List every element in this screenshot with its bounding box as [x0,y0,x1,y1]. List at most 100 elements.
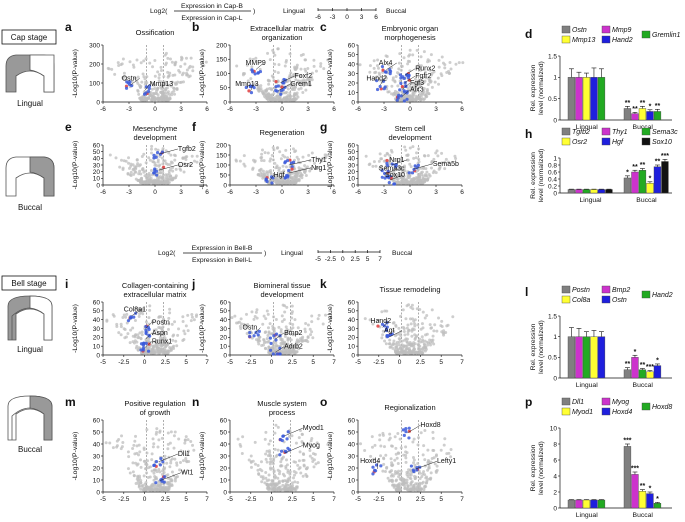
y-tick: 200 [216,142,227,149]
volcano-panel-o: o Regionalization -Log10(P-value) 0 10 20 30 40… [320,395,464,503]
bar [567,189,576,194]
gene-label: Bmp2 [284,330,302,337]
header-top-left: Lingual [283,8,305,15]
x-tick: 0 [280,106,284,113]
gene-label: Alx3 [410,87,424,94]
bar [631,171,639,194]
y-axis-label: Rel. expressionlevel (normalized) [530,320,545,374]
bar [631,474,639,509]
y-tick: 50 [220,308,228,315]
y-tick: 200 [216,42,227,49]
y-axis-label: -Log10(P-value) [327,49,334,98]
panel-title: morphogenesis [384,33,436,42]
y-tick: 60 [93,142,101,149]
bar [653,365,662,379]
x-tick: 2.5 [288,496,297,503]
significance-star: ** [640,483,646,490]
legend-label: Gremlin1 [652,32,681,39]
bell-lingual-label: Lingual [17,345,43,354]
bar [631,357,639,379]
y-tick: 100 [216,71,227,78]
y-tick: 10 [220,477,228,484]
significance-star: *** [646,364,654,371]
legend-label: Hoxd8 [652,404,672,411]
significance-star: * [656,357,659,364]
legend-swatch [561,137,571,146]
y-tick: 10 [348,477,356,484]
x-tick: 3 [434,189,438,196]
x-tick: -3 [126,189,132,196]
bar [623,369,632,379]
y-tick: 8 [553,441,557,448]
x-tick: 7 [332,359,336,366]
scatter-background [235,47,330,102]
x-tick: 7 [460,359,464,366]
x-tick: -6 [355,189,361,196]
header-bell: Log2( Expression in Bell-B Expression in… [158,245,413,264]
x-tick: 3 [434,106,438,113]
legend-swatch [561,295,571,304]
x-tick: 0 [408,106,412,113]
y-tick: 60 [348,42,356,49]
y-tick: 1 [553,75,557,82]
volcano-panel-a: a Ossification -Log10(P-value) 0 100 200 300 -6… [65,20,209,113]
group-label: Lingual [576,124,598,131]
tooth-bell-buccal-icon [7,395,53,441]
gene-label: Osr2 [178,162,193,169]
group-label: Lingual [576,382,598,389]
panel-title: Embryonic organ [382,24,439,33]
y-tick: 50 [93,429,101,436]
panel-title: Mesenchyme [133,124,178,133]
bar [590,336,598,379]
y-tick: 30 [220,326,228,333]
y-tick: 0.6 [548,169,557,176]
gene-label: Sox10 [385,172,405,179]
y-tick: 20 [220,335,228,342]
y-tick: 30 [348,162,356,169]
y-axis-label: -Log10(P-value) [327,432,334,481]
x-tick: 0 [153,189,157,196]
y-tick: 0 [351,99,355,106]
scatter-background [363,303,455,355]
y-tick: 0 [96,489,100,496]
bar [653,503,662,509]
y-tick: 0 [223,99,227,106]
panel-letter: g [320,120,327,134]
gene-label: Adrb2 [284,344,303,351]
y-axis-label: -Log10(P-value) [72,141,79,190]
y-tick: 1 [553,334,557,341]
gene-label: Dll1 [178,451,190,458]
legend-swatch [601,137,611,146]
panel-title: Biomineral tissue [253,281,310,290]
x-tick: -5 [100,359,106,366]
scatter-background [104,427,196,492]
legend-label: Tgfb2 [572,129,590,136]
x-tick: 6 [460,106,464,113]
x-tick: 3 [306,106,310,113]
header-tick: -6 [315,14,321,21]
y-tick: 10 [220,343,228,350]
panel-title: of growth [140,408,171,417]
group-label: Buccal [633,512,654,519]
header-top-num: Expression in Cap-B [181,3,243,10]
bell-stage-column: Bell stage Lingual Buccal [1,275,57,454]
gene-label: Aspn [152,330,168,337]
y-tick: 40 [93,441,101,448]
y-tick: 60 [220,299,228,306]
y-tick: 10 [348,176,356,183]
y-tick: 20 [93,169,101,176]
gene-label: Runx2 [415,66,435,73]
gene-label: Myod1 [303,425,324,432]
x-tick: -6 [227,106,233,113]
legend-label: Myog [612,399,629,406]
panel-title: Collagen-containing [122,281,188,290]
significance-star: * [626,169,629,176]
y-tick: 100 [216,162,227,169]
y-axis-label: Rel. expressionlevel (normalized) [530,441,545,495]
x-tick: -5 [227,496,233,503]
gene-label: Ostn [122,75,137,82]
significance-star: ** [632,106,638,113]
x-tick: 0 [153,106,157,113]
